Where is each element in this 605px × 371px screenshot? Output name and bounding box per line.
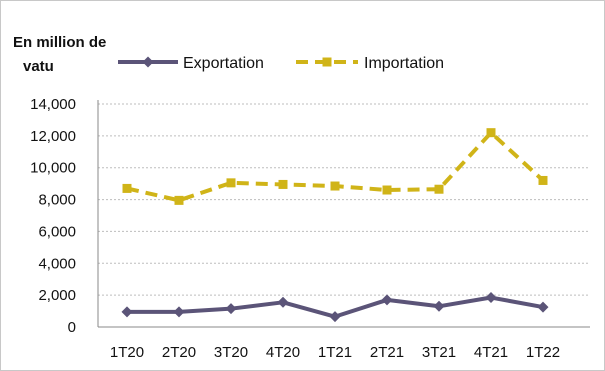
data-point-importation xyxy=(122,183,132,193)
x-tick-label: 3T21 xyxy=(422,344,456,361)
series-exportation xyxy=(121,292,549,323)
x-tick-label: 4T21 xyxy=(474,344,508,361)
data-point-exportation xyxy=(225,303,237,315)
data-point-importation xyxy=(226,178,236,188)
y-tick-label: 6,000 xyxy=(38,223,76,240)
data-point-exportation xyxy=(381,294,393,306)
legend-marker-exportation xyxy=(142,56,154,68)
data-point-exportation xyxy=(329,311,341,323)
data-point-importation xyxy=(538,175,548,185)
data-point-exportation xyxy=(433,300,445,312)
x-axis: 1T20 2T20 3T20 4T20 1T21 2T21 3T21 4T21 1T22 xyxy=(97,100,590,361)
data-point-importation xyxy=(382,185,392,195)
x-tick-label: 4T20 xyxy=(266,344,300,361)
legend-label-exportation: Exportation xyxy=(183,55,264,72)
y-tick-label: 2,000 xyxy=(38,287,76,304)
x-tick-label: 1T21 xyxy=(318,344,352,361)
data-point-importation xyxy=(330,181,340,191)
series-importation xyxy=(122,128,548,205)
y-tick-label: 14,000 xyxy=(30,96,76,113)
legend-label-importation: Importation xyxy=(364,55,444,72)
x-tick-label: 2T21 xyxy=(370,344,404,361)
x-tick-label: 2T20 xyxy=(162,344,196,361)
y-tick-label: 12,000 xyxy=(30,128,76,145)
legend-marker-importation xyxy=(322,57,332,67)
y-axis-title-line1: En million de xyxy=(13,34,107,51)
data-point-exportation xyxy=(485,292,497,304)
legend: Exportation Importation xyxy=(118,55,444,72)
y-tick-label: 8,000 xyxy=(38,192,76,209)
y-tick-label: 10,000 xyxy=(30,160,76,177)
y-axis-ticks: 0 2,000 4,000 6,000 8,000 10,000 12,000 14,000 xyxy=(30,96,76,336)
data-point-exportation xyxy=(121,306,133,318)
data-point-importation xyxy=(434,184,444,194)
y-tick-label: 4,000 xyxy=(38,255,76,272)
x-tick-label: 3T20 xyxy=(214,344,248,361)
data-point-exportation xyxy=(537,301,549,313)
y-axis-title: En million de vatu xyxy=(13,31,143,79)
series-group xyxy=(121,128,549,323)
y-tick-label: 0 xyxy=(68,319,76,336)
x-tick-label: 1T22 xyxy=(526,344,560,361)
data-point-importation xyxy=(174,195,184,205)
data-point-exportation xyxy=(277,296,289,308)
y-axis-title-line2: vatu xyxy=(23,58,54,75)
x-tick-label: 1T20 xyxy=(110,344,144,361)
data-point-importation xyxy=(486,128,496,138)
data-point-exportation xyxy=(173,306,185,318)
data-point-importation xyxy=(278,179,288,189)
